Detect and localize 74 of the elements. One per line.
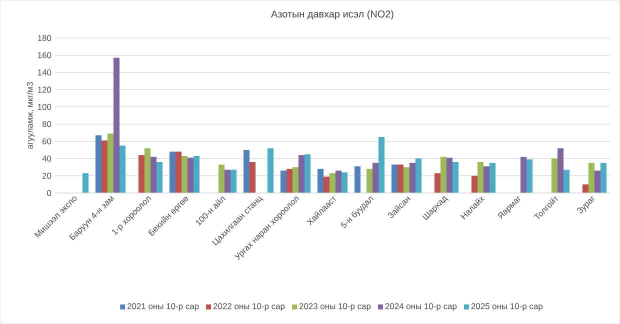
y-tick-label: 140 xyxy=(38,69,52,76)
bar xyxy=(434,173,441,193)
bar xyxy=(440,156,447,193)
legend-label: 2021 оны 10-р сар xyxy=(128,303,199,311)
bar xyxy=(194,156,200,193)
y-tick-label: 160 xyxy=(38,52,52,58)
chart-title: Азотын давхар исэл (NO2) xyxy=(271,10,394,20)
bar xyxy=(218,164,224,193)
y-tick-label: 120 xyxy=(38,86,52,93)
bar xyxy=(478,162,484,193)
bar xyxy=(170,152,176,193)
bar xyxy=(452,162,459,193)
y-tick-label: 180 xyxy=(38,35,52,41)
bar xyxy=(404,167,410,193)
bar xyxy=(398,164,404,193)
bar xyxy=(392,164,398,193)
bar xyxy=(600,162,607,193)
bar xyxy=(188,158,194,193)
bar xyxy=(372,162,379,193)
bar xyxy=(144,148,150,193)
legend-label: 2023 оны 10-р сар xyxy=(299,303,371,311)
y-axis-title: агууламж, мкг/м3 xyxy=(26,82,35,149)
bar xyxy=(564,170,570,193)
legend-label: 2024 оны 10-р сар xyxy=(385,303,457,311)
bar xyxy=(286,168,293,193)
bar xyxy=(280,170,287,193)
bar xyxy=(250,162,256,193)
bar xyxy=(318,168,324,193)
bar xyxy=(114,58,120,193)
bar xyxy=(82,173,88,193)
bar xyxy=(96,135,102,193)
bar xyxy=(378,137,385,193)
bar xyxy=(244,150,250,193)
bar xyxy=(182,156,188,193)
bar xyxy=(292,167,299,193)
legend-label: 2025 оны 10-р сар xyxy=(471,303,543,311)
bar xyxy=(224,170,230,193)
bar xyxy=(138,155,144,193)
bar xyxy=(324,176,330,193)
bar xyxy=(330,173,336,193)
y-tick-label: 0 xyxy=(47,190,52,196)
bar xyxy=(490,162,496,193)
y-tick-label: 40 xyxy=(42,156,52,162)
bar xyxy=(230,170,236,193)
bar xyxy=(304,154,311,193)
bar xyxy=(472,176,478,193)
bar xyxy=(484,166,490,193)
bar xyxy=(520,156,527,193)
bar xyxy=(354,166,361,193)
bar xyxy=(366,168,373,193)
bar xyxy=(526,159,533,193)
bar xyxy=(588,162,595,193)
bar xyxy=(150,156,156,193)
bar xyxy=(156,162,162,193)
legend-label: 2022 оны 10-р сар xyxy=(213,303,285,311)
bar xyxy=(558,148,564,193)
bar xyxy=(336,170,342,193)
bar xyxy=(102,140,108,193)
bar xyxy=(410,162,416,193)
y-tick-label: 100 xyxy=(38,104,52,110)
y-tick-label: 80 xyxy=(42,121,52,128)
bar xyxy=(108,134,114,193)
bar xyxy=(594,170,601,193)
y-tick-label: 20 xyxy=(42,172,52,179)
bar xyxy=(268,148,274,193)
bar xyxy=(446,158,453,193)
bar xyxy=(298,155,305,193)
bar xyxy=(416,158,422,193)
bar xyxy=(342,172,348,193)
y-tick-label: 60 xyxy=(42,138,52,144)
bar xyxy=(552,158,558,193)
bar xyxy=(582,184,589,193)
bar xyxy=(176,152,182,193)
bar xyxy=(120,146,126,193)
